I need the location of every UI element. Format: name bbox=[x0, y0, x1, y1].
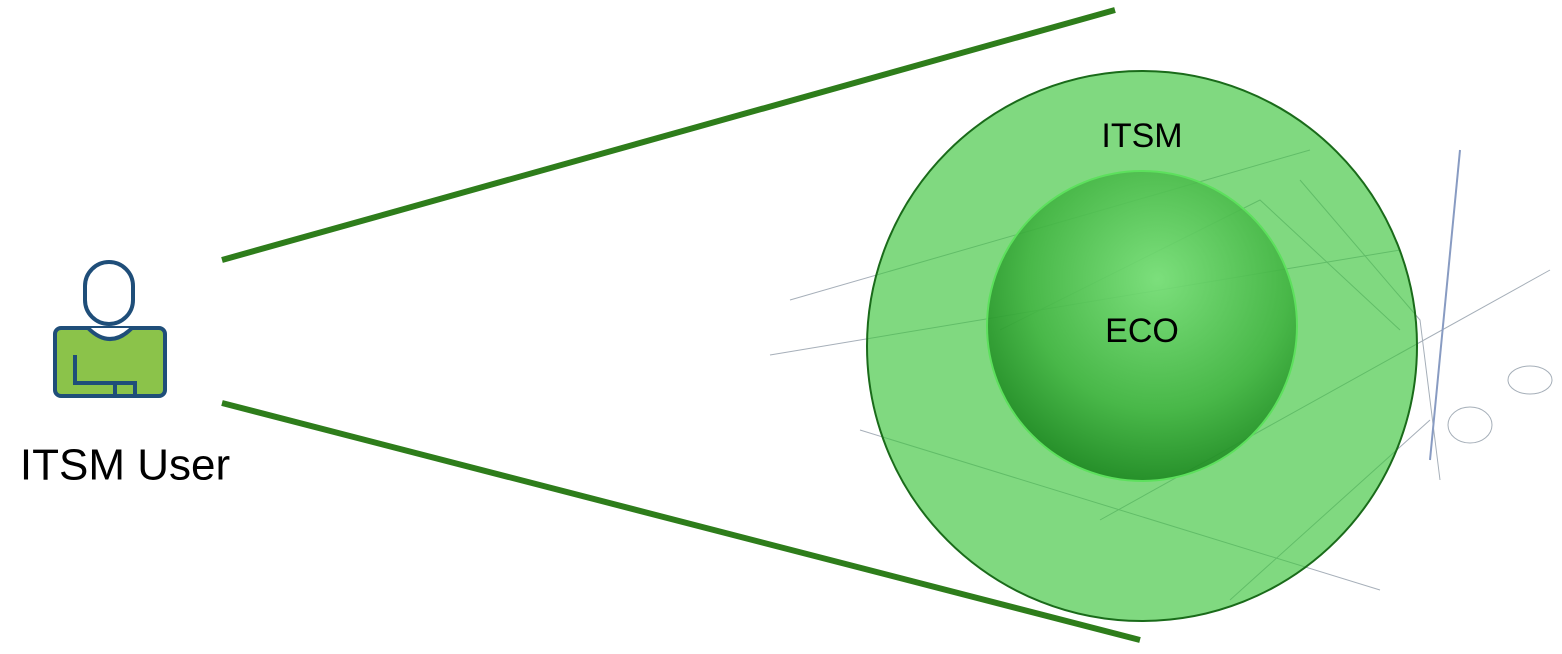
view-line-top bbox=[221, 7, 1116, 263]
eco-circle bbox=[986, 170, 1298, 482]
user-icon bbox=[53, 260, 167, 398]
view-line-bottom bbox=[221, 400, 1141, 643]
eco-label: ECO bbox=[1105, 312, 1179, 350]
user-label: ITSM User bbox=[20, 441, 230, 490]
itsm-label: ITSM bbox=[1101, 117, 1182, 155]
